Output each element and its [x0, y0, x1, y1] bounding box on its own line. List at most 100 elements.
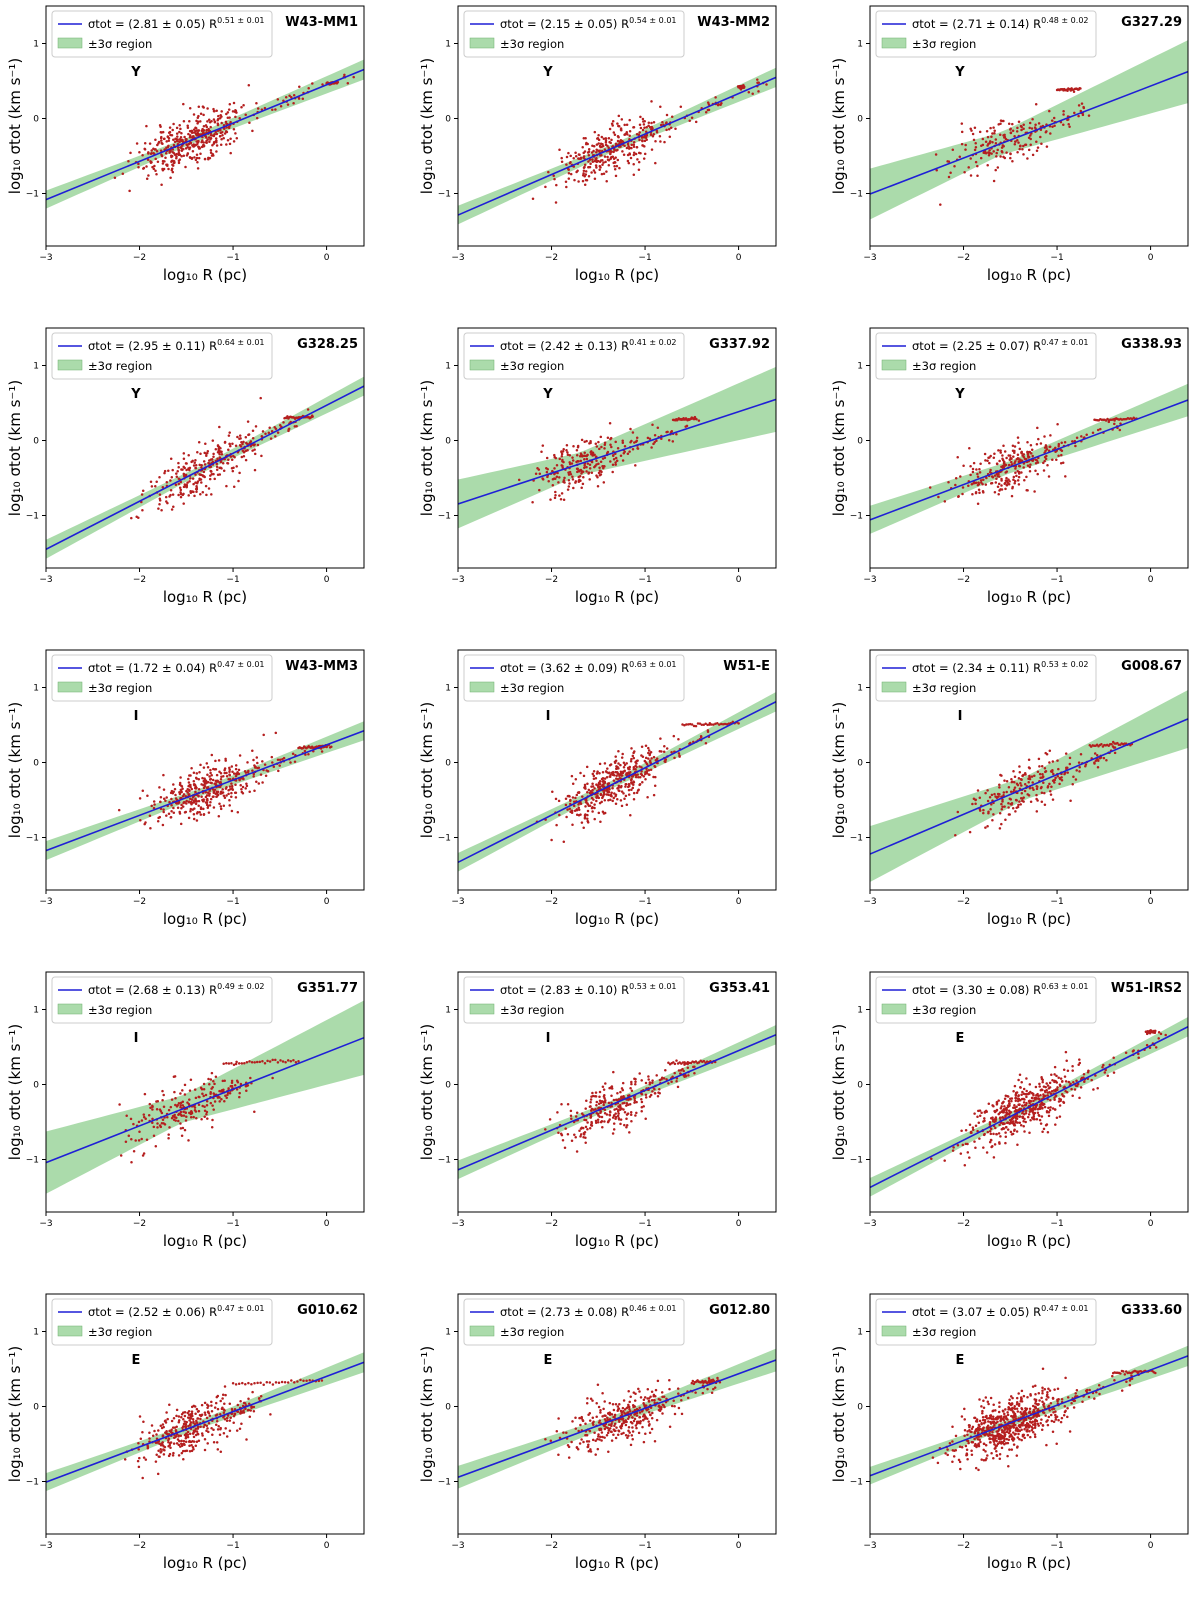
data-point — [1078, 770, 1081, 773]
data-point — [985, 140, 988, 143]
data-point — [572, 487, 575, 490]
data-point — [998, 1141, 1001, 1144]
data-point — [560, 1103, 563, 1106]
data-point — [618, 775, 621, 778]
data-point — [225, 143, 228, 146]
data-point — [615, 774, 618, 777]
data-point — [170, 792, 173, 795]
data-point — [277, 98, 280, 101]
data-point — [182, 148, 185, 151]
data-point — [1050, 770, 1053, 773]
y-tick-label: −1 — [850, 1156, 863, 1166]
data-point — [233, 485, 236, 488]
data-point — [640, 1098, 643, 1101]
data-point — [294, 760, 297, 763]
data-point — [154, 170, 157, 173]
data-point — [603, 172, 606, 175]
data-point — [213, 1083, 216, 1086]
data-point — [1013, 135, 1016, 138]
data-point — [659, 140, 662, 143]
data-point — [1020, 1094, 1023, 1097]
data-point — [214, 1100, 217, 1103]
data-point — [1053, 1099, 1056, 1102]
data-point — [577, 807, 580, 810]
data-point — [220, 138, 223, 141]
data-point — [215, 1402, 218, 1405]
data-point — [229, 1402, 232, 1405]
data-point — [195, 159, 198, 162]
data-point — [1045, 1124, 1048, 1127]
data-point — [663, 141, 666, 144]
data-point — [587, 160, 590, 163]
data-point — [939, 203, 942, 206]
data-point — [675, 1080, 678, 1083]
data-point — [605, 141, 608, 144]
data-point — [620, 799, 623, 802]
data-point — [575, 1115, 578, 1118]
data-point — [1011, 487, 1014, 490]
data-point — [1004, 818, 1007, 821]
data-point — [202, 105, 205, 108]
data-point — [271, 108, 274, 111]
data-point — [598, 1096, 601, 1099]
data-point — [1028, 149, 1031, 152]
data-point — [564, 1147, 567, 1150]
data-point — [565, 186, 568, 189]
data-point — [675, 1059, 678, 1062]
data-point — [609, 128, 612, 131]
data-point — [532, 198, 535, 201]
data-point — [663, 750, 666, 753]
x-axis-label: log₁₀ R (pc) — [163, 1232, 247, 1250]
data-point — [665, 129, 668, 132]
data-point — [597, 160, 600, 163]
data-point — [1049, 1099, 1052, 1102]
data-point — [979, 471, 982, 474]
data-point — [1017, 1094, 1020, 1097]
data-point — [1037, 146, 1040, 149]
x-axis-label: log₁₀ R (pc) — [575, 266, 659, 284]
data-point — [157, 161, 160, 164]
data-point — [1119, 429, 1122, 432]
data-point — [180, 789, 183, 792]
data-point — [195, 1097, 198, 1100]
data-point — [1053, 117, 1056, 120]
x-tick-label: 0 — [324, 897, 330, 907]
data-point — [992, 813, 995, 816]
data-point — [1048, 1111, 1051, 1114]
data-point — [957, 811, 960, 814]
data-point — [209, 769, 212, 772]
data-point — [225, 121, 228, 124]
data-point — [1110, 743, 1113, 746]
data-point — [1067, 123, 1070, 126]
data-point — [185, 469, 188, 472]
data-point — [212, 453, 215, 456]
data-point — [151, 1105, 154, 1108]
data-point — [947, 481, 950, 484]
data-point — [628, 119, 631, 122]
data-point — [1053, 125, 1056, 128]
data-point — [603, 1095, 606, 1098]
data-point — [605, 170, 608, 173]
y-tick-label: −1 — [438, 1156, 451, 1166]
data-point — [269, 1060, 272, 1063]
data-point — [198, 800, 201, 803]
data-point — [650, 100, 653, 103]
data-point — [634, 1114, 637, 1117]
data-point — [1024, 1121, 1027, 1124]
data-point — [190, 142, 193, 145]
data-point — [215, 768, 218, 771]
data-point — [352, 76, 355, 79]
data-point — [568, 473, 571, 476]
data-point — [604, 161, 607, 164]
x-tick-label: −1 — [226, 575, 239, 585]
data-point — [615, 765, 618, 768]
data-point — [1065, 752, 1068, 755]
data-point — [964, 148, 967, 151]
data-point — [149, 827, 152, 830]
data-point — [247, 770, 250, 773]
data-point — [204, 1449, 207, 1452]
data-point — [986, 460, 989, 463]
data-point — [200, 813, 203, 816]
data-point — [249, 1077, 252, 1080]
